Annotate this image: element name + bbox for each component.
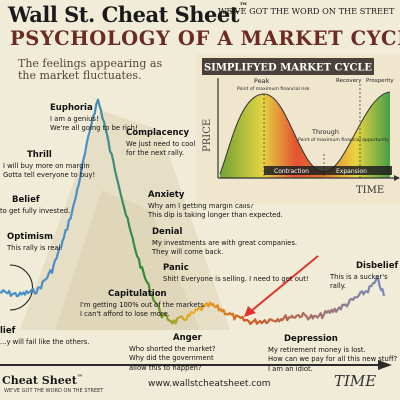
inset-x-label: TIME [356,185,384,196]
time-axis-arrowhead [378,360,392,370]
header: Wall St. Cheat Sheet™ WE'VE GOT THE WORD… [0,0,400,96]
contraction-label: Contraction [274,168,309,175]
watermark-mountain-inner [55,190,200,330]
recovery-label: Recovery [336,78,362,84]
stage-euphoria: Euphoria I am a genius! We're all going t… [50,103,138,132]
brand-logo: Wall St. Cheat Sheet™ [8,2,248,27]
red-arrow [249,255,319,313]
simplified-cycle-panel: SIMPLIFYED MARKET CYCLE PRICE TIME Peak … [196,54,400,204]
price-line [0,98,386,326]
inset-x-arrowhead [394,175,400,181]
through-label: Through [311,128,339,136]
peak-desc: Point of maximum financial risk [237,86,310,92]
stage-denial: Denial My investments are with great comp… [152,227,298,256]
stage-anxiety: Anxiety Why am I getting margin calls? Th… [148,190,283,219]
footer-tagline: WE'VE GOT THE WORD ON THE STREET [4,388,104,394]
prosperity-label: Prosperity [366,78,394,84]
stage-relief: lief ...y will fail like the others. [0,326,90,346]
crop-circle [9,264,33,311]
simplified-cycle-chart: SIMPLIFYED MARKET CYCLE PRICE TIME Peak … [196,54,400,204]
peak-label: Peak [254,77,270,85]
phase-bar [264,166,392,175]
stage-capitulation: Capitulation I'm getting 100% out of the … [80,289,206,318]
cycle-curve [219,91,391,175]
subtitle: The feelings appearing as the market flu… [18,57,163,82]
cycle-area [220,92,390,178]
inset-title-bar [202,58,374,75]
stage-depression: Depression My retirement money is lost. H… [268,334,398,373]
stage-anger: Anger Who shorted the market? Why did the… [129,333,216,372]
stage-optimism: Optimism This rally is real. [7,232,63,252]
website-url: www.wallstcheatsheet.com [148,379,271,389]
main-time-label: TIME [334,372,377,390]
stage-disbelief: Disbelief This is a sucker's rally. [330,261,399,290]
stage-panic: Panic Shit! Everyone is selling. I need t… [163,263,309,283]
stage-belief: Belief to get fully invested. [0,195,71,215]
main-title: PSYCHOLOGY OF A MARKET CYCLE [10,27,400,50]
through-desc: Point of maximum financial opportunity [298,137,389,143]
stage-thrill: Thrill I will buy more on margin Gotta te… [3,150,96,179]
expansion-label: Expansion [336,168,367,175]
red-arrow-head [244,306,256,317]
inset-title: SIMPLIFYED MARKET CYCLE [204,63,372,74]
brand-tagline: WE'VE GOT THE WORD ON THE STREET [218,6,395,16]
footer-brand: Cheat Sheet™ [2,374,83,387]
relief-fragment: lief [0,326,16,336]
inset-y-label: PRICE [202,119,213,152]
